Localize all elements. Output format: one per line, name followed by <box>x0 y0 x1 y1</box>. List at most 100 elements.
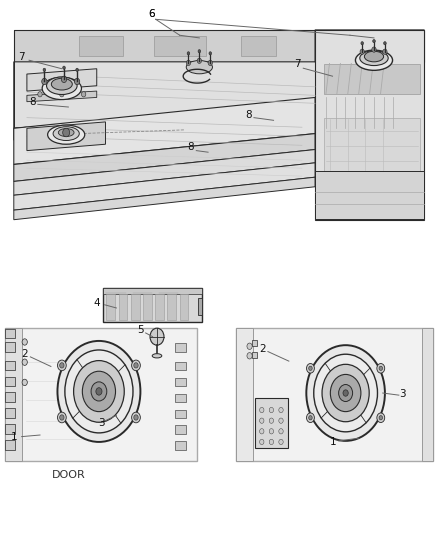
Circle shape <box>134 415 138 420</box>
Bar <box>155 294 164 320</box>
Polygon shape <box>27 69 97 91</box>
Circle shape <box>247 343 252 350</box>
Bar <box>324 64 420 94</box>
Text: 6: 6 <box>148 9 155 19</box>
Bar <box>175 343 186 352</box>
Polygon shape <box>315 171 424 219</box>
Circle shape <box>38 92 42 97</box>
Bar <box>180 294 188 320</box>
Circle shape <box>60 92 64 97</box>
Bar <box>5 392 14 402</box>
Text: 2: 2 <box>21 349 28 359</box>
Bar <box>5 328 21 461</box>
Circle shape <box>330 374 361 411</box>
Circle shape <box>42 78 47 85</box>
Circle shape <box>91 382 107 401</box>
Circle shape <box>57 341 141 442</box>
Circle shape <box>322 365 369 422</box>
Circle shape <box>279 418 283 423</box>
Circle shape <box>63 66 65 69</box>
Circle shape <box>57 412 66 423</box>
Text: 3: 3 <box>399 389 406 399</box>
Circle shape <box>307 364 314 373</box>
Circle shape <box>63 128 70 137</box>
Circle shape <box>197 58 201 63</box>
Circle shape <box>61 76 67 83</box>
Bar <box>241 36 276 56</box>
Ellipse shape <box>58 128 74 136</box>
Circle shape <box>150 328 164 345</box>
Circle shape <box>372 47 376 52</box>
Circle shape <box>306 345 385 441</box>
Text: 1: 1 <box>330 437 337 447</box>
Circle shape <box>373 39 375 43</box>
Bar <box>198 298 201 316</box>
Circle shape <box>74 361 124 422</box>
Polygon shape <box>27 91 97 102</box>
Circle shape <box>314 354 378 432</box>
Circle shape <box>384 42 386 45</box>
Bar <box>175 425 186 434</box>
Circle shape <box>269 439 274 445</box>
Bar <box>106 294 115 320</box>
Circle shape <box>43 68 46 71</box>
Bar <box>252 340 257 346</box>
Circle shape <box>339 384 353 401</box>
Bar <box>5 408 14 418</box>
Circle shape <box>186 60 191 66</box>
Circle shape <box>132 360 140 370</box>
Circle shape <box>260 418 264 423</box>
Circle shape <box>309 416 312 420</box>
Circle shape <box>187 52 190 55</box>
Ellipse shape <box>51 78 72 90</box>
Text: 7: 7 <box>294 60 301 69</box>
Text: 8: 8 <box>187 142 194 152</box>
Ellipse shape <box>46 77 77 94</box>
Bar <box>324 118 420 171</box>
Bar <box>422 328 433 461</box>
Circle shape <box>307 413 314 423</box>
Bar <box>237 328 253 461</box>
Bar <box>237 328 433 461</box>
Text: 8: 8 <box>29 96 35 107</box>
Bar <box>5 329 14 338</box>
Ellipse shape <box>42 77 81 100</box>
Polygon shape <box>14 30 424 62</box>
Polygon shape <box>14 177 315 220</box>
Bar <box>153 36 206 56</box>
Bar <box>5 342 14 352</box>
Circle shape <box>260 407 264 413</box>
Text: 3: 3 <box>98 418 104 429</box>
Circle shape <box>279 429 283 434</box>
Circle shape <box>76 68 78 71</box>
Ellipse shape <box>48 125 85 144</box>
Bar <box>79 36 123 56</box>
Circle shape <box>22 339 27 345</box>
Text: 1: 1 <box>11 432 17 442</box>
Circle shape <box>65 350 133 433</box>
Bar <box>103 288 201 294</box>
Circle shape <box>377 413 385 423</box>
Circle shape <box>361 42 364 45</box>
Ellipse shape <box>364 51 384 62</box>
Circle shape <box>309 366 312 370</box>
Circle shape <box>379 416 382 420</box>
Text: 7: 7 <box>18 52 25 61</box>
Circle shape <box>279 439 283 445</box>
Circle shape <box>269 407 274 413</box>
Bar <box>175 362 186 370</box>
Circle shape <box>269 418 274 423</box>
Polygon shape <box>315 30 424 220</box>
Circle shape <box>74 78 80 85</box>
Bar <box>131 294 140 320</box>
Circle shape <box>134 363 138 368</box>
Circle shape <box>269 429 274 434</box>
Polygon shape <box>14 96 424 140</box>
Circle shape <box>279 407 283 413</box>
Bar <box>119 294 127 320</box>
Bar <box>5 361 14 370</box>
Bar <box>103 288 201 322</box>
Ellipse shape <box>356 50 392 70</box>
Circle shape <box>60 363 64 368</box>
Circle shape <box>60 415 64 420</box>
